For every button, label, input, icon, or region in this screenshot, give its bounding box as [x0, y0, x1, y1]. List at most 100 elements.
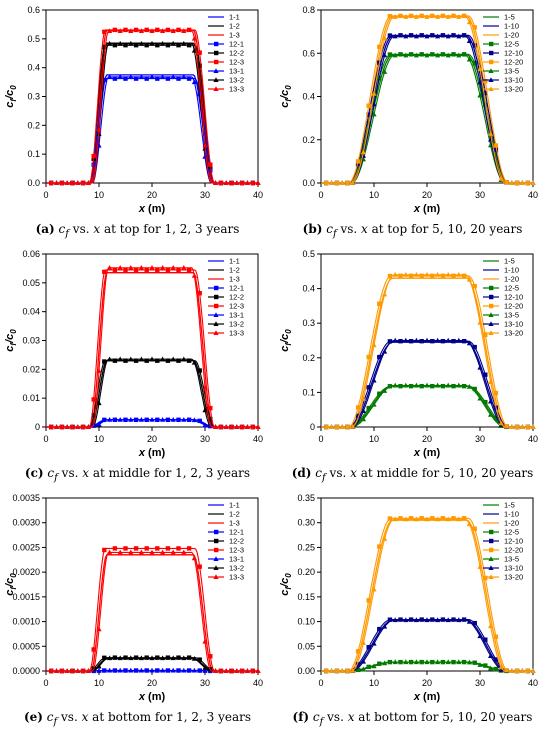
caption-f: (f) cf vs. x at bottom for 5, 10, 20 yea…	[292, 710, 533, 728]
series-marker-13-1	[107, 74, 113, 79]
series-marker-12-5	[366, 664, 371, 670]
series-marker-12-5	[430, 52, 435, 57]
series-marker-12-20	[419, 273, 424, 278]
series-marker-12-20	[451, 13, 456, 19]
series-marker-13-20	[477, 564, 483, 569]
series-marker-13-20	[466, 19, 472, 25]
y-tick-label: 0.20	[297, 567, 315, 577]
x-tick-label: 0	[43, 190, 48, 200]
legend-marker-13-3	[213, 330, 219, 335]
y-axis-label: cf/c0	[4, 573, 18, 596]
x-tick-label: 10	[94, 678, 104, 688]
series-marker-13-5	[382, 69, 388, 74]
legend-label-12-1: 12-1	[229, 284, 244, 293]
legend-label-13-1: 13-1	[229, 555, 244, 564]
series-marker-12-2	[155, 358, 160, 363]
series-marker-12-10	[387, 617, 393, 622]
legend-label-12-5: 12-5	[504, 528, 519, 537]
series-marker-13-3	[213, 668, 219, 673]
series-marker-13-3	[54, 424, 60, 429]
series-marker-13-2	[96, 663, 102, 669]
series-marker-13-1	[138, 416, 144, 422]
series-marker-13-1	[128, 667, 134, 673]
series-marker-13-3	[75, 668, 81, 673]
series-marker-13-3	[85, 424, 91, 429]
series-marker-12-10	[430, 33, 435, 38]
series-marker-13-10	[445, 33, 451, 39]
series-marker-12-10	[355, 413, 361, 419]
series-marker-13-2	[181, 655, 187, 661]
series-marker-13-20	[530, 668, 536, 673]
series-marker-13-1	[191, 417, 197, 423]
series-marker-13-10	[392, 617, 398, 623]
y-tick-label: 0.0030	[12, 518, 40, 528]
legend-marker-13-10	[488, 321, 494, 326]
series-marker-12-3	[208, 162, 213, 167]
legend-label-12-2: 12-2	[229, 293, 244, 302]
series-marker-12-3	[91, 397, 96, 402]
series-marker-12-20	[504, 180, 509, 185]
series-line-12-10	[321, 34, 533, 184]
series-marker-13-10	[488, 398, 494, 404]
chart-f: 0 10 20 30 40 0.00 0.05 0.10 0.15 0.20 0.25 0.30 0.3…	[279, 493, 538, 703]
series-marker-13-1	[181, 74, 187, 79]
legend-label-12-10: 12-10	[504, 537, 523, 546]
series-marker-12-20	[366, 598, 371, 603]
series-marker-13-20	[392, 516, 398, 522]
y-tick-label: 0.0005	[12, 641, 40, 651]
caption-b: (b) cf vs. x at top for 5, 10, 20 years	[302, 222, 523, 240]
legend-marker-13-20	[488, 330, 494, 335]
series-marker-12-10	[440, 33, 446, 38]
legend-label-1-20: 1-20	[504, 275, 519, 284]
series-marker-13-10	[466, 340, 472, 346]
series-marker-13-3	[75, 424, 81, 429]
series-marker-12-20	[483, 575, 488, 581]
series-marker-12-20	[472, 526, 477, 531]
series-marker-13-2	[181, 356, 187, 362]
series-line-13-20	[321, 518, 533, 672]
series-marker-13-3	[202, 142, 208, 148]
series-marker-13-1	[128, 416, 134, 422]
series-marker-13-2	[181, 40, 187, 46]
series-marker-12-20	[408, 516, 414, 521]
y-axis-label: cf/c0	[279, 573, 293, 596]
series-marker-13-3	[170, 549, 176, 555]
caption-label: (f)	[292, 710, 310, 724]
series-marker-13-2	[107, 356, 113, 362]
series-marker-13-1	[170, 416, 176, 422]
legend-marker-13-20	[488, 86, 494, 91]
series-marker-12-2	[186, 42, 192, 48]
series-marker-12-10	[451, 338, 456, 344]
series-line-1-20	[321, 277, 533, 428]
series-marker-12-1	[155, 76, 160, 81]
legend-label-12-3: 12-3	[229, 546, 244, 555]
series-marker-12-10	[398, 338, 403, 344]
series-marker-12-10	[483, 637, 488, 642]
x-tick-label: 20	[147, 678, 157, 688]
series-marker-12-5	[366, 405, 371, 411]
legend-marker-12-2	[214, 50, 219, 56]
series-marker-13-20	[403, 271, 409, 277]
series-marker-13-3	[181, 549, 187, 555]
series-marker-13-20	[360, 395, 366, 401]
series-marker-13-10	[466, 618, 472, 624]
legend-marker-13-20	[488, 574, 494, 579]
y-tick-label: 0.03	[22, 336, 40, 346]
legend-marker-12-3	[214, 59, 219, 65]
series-marker-13-20	[350, 423, 356, 429]
series-marker-13-1	[160, 416, 166, 422]
plot-frame	[45, 253, 259, 428]
series-line-12-3	[46, 547, 258, 672]
series-marker-13-3	[128, 265, 134, 270]
series-marker-12-20	[440, 13, 446, 19]
series-marker-12-2	[176, 358, 181, 363]
series-marker-13-10	[413, 33, 419, 39]
x-tick-label: 30	[200, 190, 210, 200]
series-marker-12-20	[472, 25, 477, 30]
chart-a: 0 10 20 30 40 0.0 0.1 0.2 0.3 0.4 0.5 0.6 x (m) cf/c0…	[4, 5, 263, 215]
series-marker-12-2	[91, 413, 96, 418]
legend-label-12-3: 12-3	[229, 58, 244, 67]
legend-marker-13-2	[213, 565, 219, 570]
series-marker-13-10	[435, 33, 441, 39]
series-marker-13-3	[149, 549, 155, 555]
